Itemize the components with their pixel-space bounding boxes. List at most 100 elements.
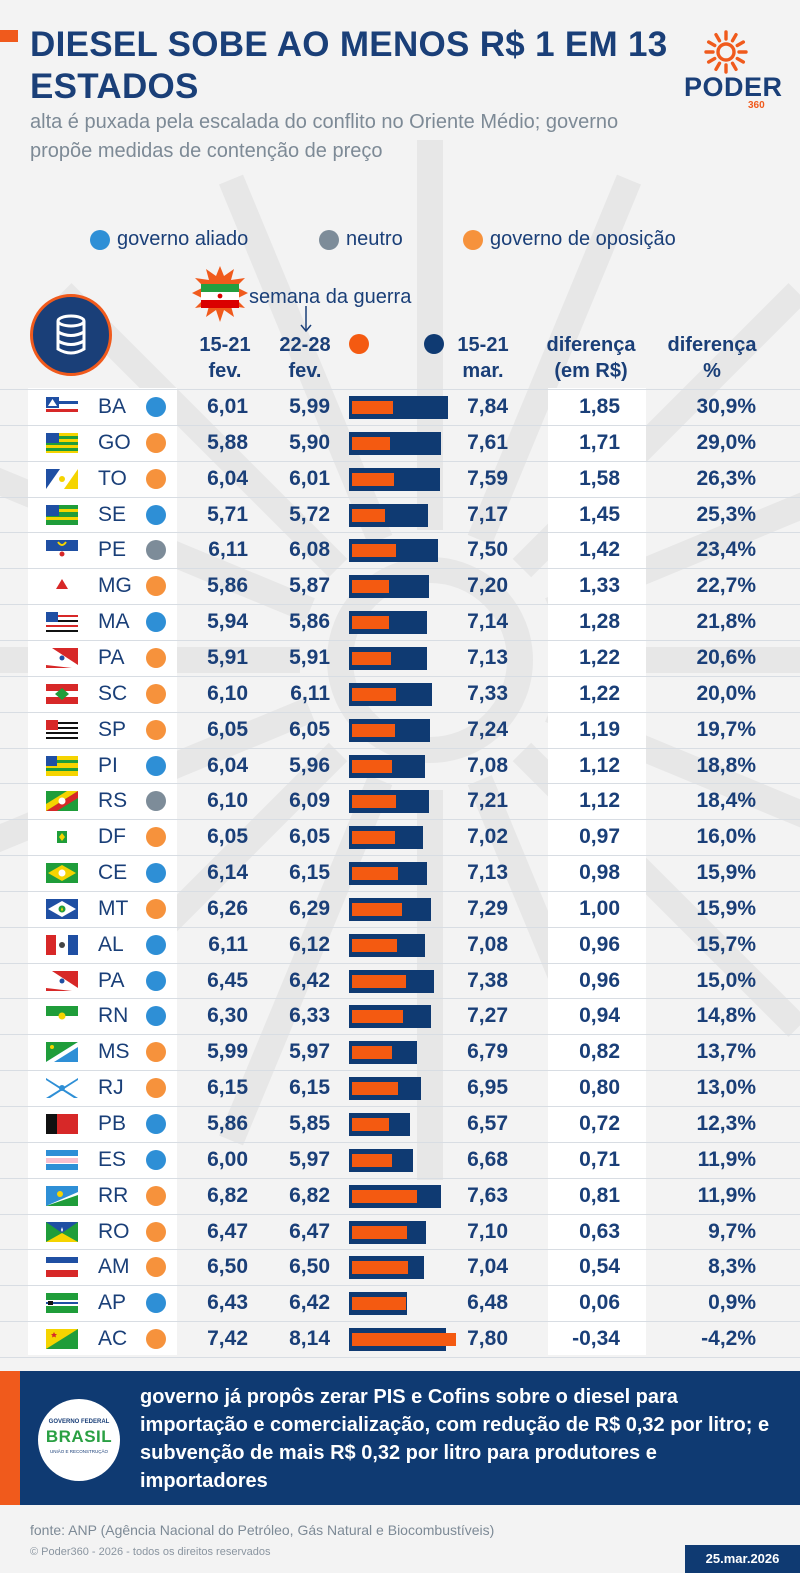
price-feb15: 7,42 bbox=[207, 1327, 248, 1351]
government-dot bbox=[146, 432, 166, 453]
price-mar15: 7,38 bbox=[467, 968, 508, 992]
legend-item-oposicao: governo de oposição bbox=[463, 228, 676, 251]
state-flag-icon bbox=[46, 504, 78, 525]
price-mar15: 7,14 bbox=[467, 610, 508, 634]
header-dot-mar bbox=[424, 334, 444, 354]
governo-federal-badge: GOVERNO FEDERAL BRASIL UNIÃO E RECONSTRU… bbox=[38, 1399, 120, 1481]
price-mar15: 7,84 bbox=[467, 395, 508, 418]
sun-ray bbox=[730, 32, 738, 43]
price-diff: 0,97 bbox=[579, 825, 620, 849]
price-feb15: 5,86 bbox=[207, 574, 248, 598]
government-dot bbox=[146, 719, 166, 740]
price-pct: 15,9% bbox=[696, 896, 756, 920]
header-diff-line2: (em R$) bbox=[554, 360, 628, 382]
header-mar15-line1: 15-21 bbox=[457, 334, 509, 356]
price-pct: 29,0% bbox=[696, 430, 756, 454]
state-flag-icon bbox=[46, 397, 78, 417]
price-pct: 25,3% bbox=[696, 502, 756, 526]
state-code: AP bbox=[98, 1291, 127, 1315]
table-row: PB 5,86 5,85 6,57 0,72 12,3% bbox=[0, 1106, 800, 1141]
bar-feb bbox=[352, 616, 390, 630]
price-pct: 11,9% bbox=[697, 1147, 756, 1171]
header-feb22-line1: 22-28 bbox=[279, 334, 331, 356]
government-dot bbox=[146, 970, 166, 991]
bar-feb bbox=[352, 1153, 393, 1167]
state-flag-icon bbox=[46, 1257, 78, 1278]
government-dot bbox=[146, 1329, 166, 1350]
price-pct: 16,0% bbox=[696, 825, 756, 849]
header-dot-feb bbox=[349, 334, 369, 354]
table-row: RS 6,10 6,09 7,21 1,12 18,4% bbox=[0, 783, 800, 818]
state-flag-icon bbox=[46, 1078, 78, 1099]
legend: governo aliado neutro governo de oposiçã… bbox=[0, 228, 800, 254]
table-row: RO 6,47 6,47 7,10 0,63 9,7% bbox=[0, 1213, 800, 1249]
price-diff: 0,72 bbox=[579, 1112, 620, 1135]
government-dot bbox=[146, 827, 166, 848]
bar-feb bbox=[352, 938, 397, 952]
bar-feb bbox=[352, 436, 391, 450]
state-flag-icon bbox=[46, 1185, 78, 1206]
price-pct: -4,2% bbox=[701, 1327, 756, 1351]
state-code: MG bbox=[98, 574, 132, 598]
header-diff-line1: diferença bbox=[546, 334, 636, 356]
state-flag-icon bbox=[46, 827, 78, 848]
legend-dot-neutro bbox=[319, 229, 339, 250]
government-dot bbox=[146, 934, 166, 955]
price-feb22: 5,87 bbox=[289, 574, 330, 598]
price-feb22: 5,97 bbox=[289, 1147, 330, 1171]
price-pct: 22,7% bbox=[696, 574, 756, 598]
bar-feb bbox=[352, 1046, 393, 1060]
price-diff: 1,19 bbox=[579, 717, 620, 741]
state-flag-icon bbox=[46, 1149, 78, 1170]
price-pct: 13,0% bbox=[696, 1076, 756, 1100]
price-feb15: 6,14 bbox=[207, 861, 248, 885]
state-flag-icon bbox=[46, 1221, 78, 1242]
price-feb15: 6,82 bbox=[207, 1183, 248, 1207]
state-code: PB bbox=[98, 1112, 127, 1135]
price-feb15: 6,15 bbox=[207, 1076, 248, 1100]
legend-dot-aliado bbox=[90, 229, 110, 250]
bar-feb bbox=[352, 1261, 408, 1275]
government-dot bbox=[146, 1006, 166, 1027]
poder360-logo: PODER 360 bbox=[680, 30, 782, 111]
price-feb22: 6,33 bbox=[289, 1004, 330, 1028]
state-flag-icon bbox=[46, 1006, 78, 1027]
price-diff: -0,34 bbox=[572, 1327, 620, 1351]
state-code: MS bbox=[98, 1040, 130, 1064]
table-row: RN 6,30 6,33 7,27 0,94 14,8% bbox=[0, 998, 800, 1033]
legend-item-aliado: governo aliado bbox=[90, 228, 248, 251]
table-row: SE 5,71 5,72 7,17 1,45 25,3% bbox=[0, 496, 800, 532]
state-flag-icon bbox=[46, 719, 78, 740]
price-feb15: 6,01 bbox=[207, 395, 248, 418]
sun-icon bbox=[704, 30, 748, 74]
iran-flag-icon bbox=[192, 266, 248, 322]
state-code: SC bbox=[98, 681, 128, 705]
table-row: RJ 6,15 6,15 6,95 0,80 13,0% bbox=[0, 1070, 800, 1105]
price-feb22: 5,96 bbox=[289, 753, 330, 777]
price-diff: 1,22 bbox=[579, 681, 620, 705]
bar-feb bbox=[352, 902, 402, 916]
price-feb22: 6,82 bbox=[289, 1183, 330, 1207]
price-pct: 15,9% bbox=[696, 861, 756, 885]
state-code: DF bbox=[98, 825, 126, 849]
table-row: RR 6,82 6,82 7,63 0,81 11,9% bbox=[0, 1177, 800, 1213]
price-diff: 1,58 bbox=[579, 466, 620, 490]
price-mar15: 7,02 bbox=[467, 825, 508, 849]
state-flag-icon bbox=[46, 1293, 78, 1314]
bar-feb bbox=[352, 580, 390, 594]
price-feb22: 6,05 bbox=[289, 717, 330, 741]
price-feb22: 6,50 bbox=[289, 1255, 330, 1279]
table-row: MG 5,86 5,87 7,20 1,33 22,7% bbox=[0, 568, 800, 603]
price-feb15: 6,10 bbox=[207, 789, 248, 813]
bar-feb bbox=[352, 795, 396, 809]
price-diff: 1,00 bbox=[579, 896, 620, 920]
state-code: PI bbox=[98, 753, 118, 777]
price-feb15: 6,11 bbox=[208, 932, 248, 956]
header-pct-line2: % bbox=[703, 360, 721, 382]
price-feb22: 5,99 bbox=[289, 395, 330, 418]
price-feb15: 5,71 bbox=[207, 502, 248, 526]
table-row: AM 6,50 6,50 7,04 0,54 8,3% bbox=[0, 1249, 800, 1284]
state-code: MA bbox=[98, 610, 130, 634]
price-pct: 15,0% bbox=[696, 968, 756, 992]
table-bottom-rule bbox=[0, 1356, 800, 1358]
